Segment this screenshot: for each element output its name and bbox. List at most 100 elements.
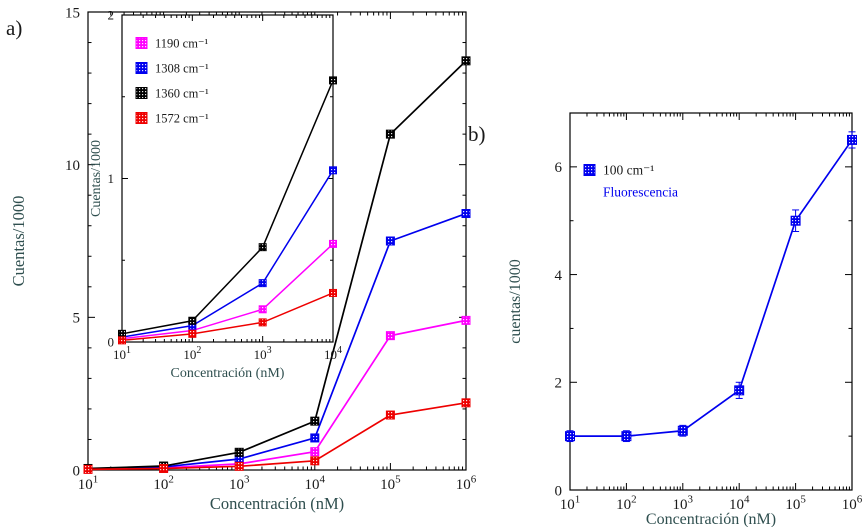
panel-a-main-xlabel: Concentración (nM)	[210, 494, 344, 513]
panel-b-xtick-label: 101	[560, 493, 581, 513]
panel-a-inset-marker	[258, 318, 267, 327]
panel-b-ytick-label: 4	[555, 268, 563, 284]
panel-b-xtick-label: 106	[842, 493, 863, 513]
panel-b-ytick-label: 0	[555, 483, 563, 499]
panel-b-marker	[677, 425, 688, 436]
panel-a-inset-marker	[329, 76, 337, 85]
panel-a-inset-marker	[329, 166, 337, 175]
panel-a-main-line-0	[87, 319, 467, 470]
panel-a-inset-line-3	[121, 292, 334, 342]
panel-a-inset-marker	[118, 336, 126, 345]
panel-a-inset-line-0	[121, 243, 334, 340]
panel-a-inset-legend-swatch	[135, 112, 148, 124]
panel-a-inset-line-1	[121, 169, 334, 338]
panel-b-legend-label: 100 cm⁻¹	[603, 163, 654, 178]
panel-b-legend-label: Fluorescencia	[603, 185, 678, 200]
panel-a-main-marker	[159, 463, 169, 473]
panel-a-main-marker	[385, 410, 395, 420]
panel-a-main-ylabel: Cuentas/1000	[9, 196, 28, 287]
panel-a-inset-legend-label: 1308 cm⁻¹	[155, 61, 209, 75]
panel-a-inset-marker	[329, 288, 337, 297]
panel-a-inset-legend-label: 1360 cm⁻¹	[155, 86, 209, 100]
panel-b-legend: 100 cm⁻¹ Fluorescencia	[583, 163, 678, 200]
panel-a-main-ytick-label: 10	[65, 158, 80, 174]
panel-a-main-xtick-label: 101	[78, 473, 99, 493]
panel-b-ytick-label: 6	[555, 160, 563, 176]
panel-a-main-marker	[310, 456, 320, 466]
panel-a-inset-legend-swatch	[135, 87, 148, 99]
panel-a-inset-ytick-label: 2	[108, 8, 115, 23]
panel-a-inset-marker	[329, 239, 337, 248]
panel-a-inset-line-2	[121, 80, 334, 335]
panel-b-xtick-label: 105	[785, 493, 806, 513]
panel-a-main-xtick-label: 106	[456, 473, 477, 493]
panel-a-inset-background	[122, 15, 333, 342]
panel-a-main-marker	[310, 433, 320, 443]
panel-a-inset-marker	[118, 329, 126, 338]
panel-b-legend-swatch	[583, 164, 596, 176]
panel-a-main-ytick-label: 0	[73, 463, 81, 479]
panel-a-inset-series-3	[118, 288, 337, 345]
panel-b-frame	[569, 112, 853, 491]
panel-a-inset-marker	[258, 279, 267, 288]
panel-a-inset-marker	[188, 316, 197, 325]
panel-a-main-marker	[310, 416, 320, 426]
panel-a-main-xtick-label: 104	[305, 473, 326, 493]
panel-a-inset-legend-label: 1190 cm⁻¹	[155, 36, 209, 50]
panel-b-xlabel: Concentración (nM)	[646, 511, 776, 527]
panel-a-main-line-3	[87, 401, 467, 471]
panel-b-marker	[790, 215, 801, 226]
panel-a-inset-ylabel: Cuentas/1000	[89, 140, 104, 217]
panel-a-inset-xtick-label: 101	[113, 345, 131, 362]
panel-a-main-marker	[461, 56, 471, 66]
panel-a-main-marker	[461, 209, 471, 219]
panel-b-ylabel: cuentas/1000	[507, 259, 524, 343]
panel-a-inset-ytick-label: 1	[108, 171, 115, 186]
panel-a-main-marker	[461, 398, 471, 408]
panel-a-main-marker	[461, 315, 471, 325]
panel-a-inset-ytick-label: 0	[108, 335, 115, 350]
panel-a-inset-xtick-label: 104	[324, 345, 342, 362]
panel-a-main-marker	[234, 447, 244, 457]
panel-b-xtick-label: 102	[616, 493, 637, 513]
panel-b-ytick-label: 2	[555, 376, 563, 392]
panel-a-inset-xtick-label: 103	[254, 345, 272, 362]
panel-a-main-xtick-label: 102	[153, 473, 174, 493]
panel-a-inset-marker	[258, 305, 267, 314]
panel-b-label: b)	[468, 122, 486, 146]
panel-a-main-frame	[87, 11, 467, 471]
panel-b-marker	[734, 385, 745, 396]
panel-b-marker	[621, 431, 632, 442]
panel-a-main-marker	[385, 129, 395, 139]
panel-a-main-xtick-label: 105	[380, 473, 401, 493]
panel-a-inset-legend-swatch	[135, 62, 148, 74]
panel-a-main-marker	[385, 331, 395, 341]
panel-a-main-xtick-label: 103	[229, 473, 250, 493]
panel-a-main-line-2	[87, 60, 467, 470]
panel-a-main-ytick-label: 15	[65, 5, 80, 21]
panel-a-inset-series-2	[118, 76, 337, 338]
panel-a-inset-xlabel: Concentración (nM)	[171, 366, 285, 381]
panel-a-inset-legend-label: 1572 cm⁻¹	[155, 111, 209, 125]
panel-a-inset-marker	[188, 329, 197, 338]
panel-a-inset-marker	[258, 243, 267, 252]
panel-b-line-0	[570, 139, 853, 437]
panel-a-main-series-3	[83, 398, 471, 474]
panel-a-main-marker	[310, 447, 320, 457]
panel-b-series-0	[565, 131, 857, 443]
panel-a-main-marker	[83, 464, 93, 474]
panel-a-main-ytick-label: 5	[73, 311, 81, 327]
panel-a-inset: 101 102 103 104 0 1 2 Concentración (nM) Cuentas…	[89, 8, 342, 381]
panel-a-inset-xtick-label: 102	[183, 345, 201, 362]
panel-a-inset-legend-swatch	[135, 37, 148, 49]
panel-a-main-marker	[385, 236, 395, 246]
panel-b-marker	[847, 134, 857, 145]
panel-a-label: a)	[6, 16, 23, 40]
